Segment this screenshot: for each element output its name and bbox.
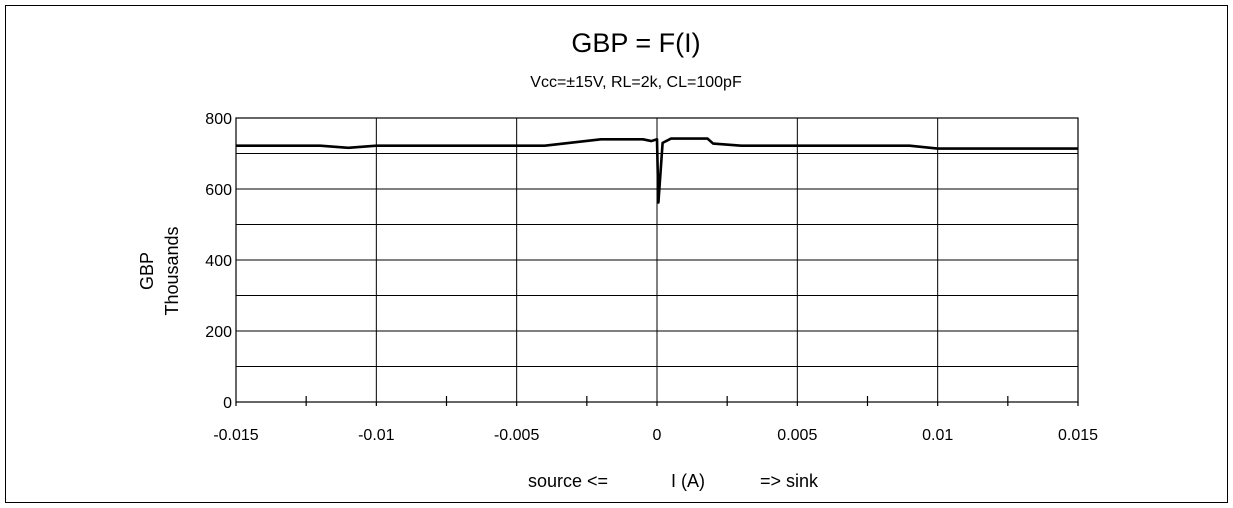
chart-canvas: GBP = F(I) Vcc=±15V, RL=2k, CL=100pF -0.…	[137, 28, 1098, 491]
series-line	[236, 137, 1078, 204]
x-tick-label: 0	[653, 427, 662, 444]
x-axis-label-sink: => sink	[760, 471, 819, 491]
y-tick-label: 400	[205, 253, 232, 270]
y-tick-label: 600	[205, 182, 232, 199]
x-tick-label: 0.015	[1058, 427, 1098, 444]
x-tick-label: -0.015	[213, 427, 258, 444]
chart-subtitle: Vcc=±15V, RL=2k, CL=100pF	[530, 74, 742, 91]
chart-title: GBP = F(I)	[571, 28, 700, 58]
x-tick-label: -0.01	[358, 427, 395, 444]
chart-frame: GBP = F(I) Vcc=±15V, RL=2k, CL=100pF -0.…	[5, 5, 1228, 503]
x-tick-label: -0.005	[494, 427, 539, 444]
y-axis-label: GBP	[137, 252, 157, 290]
y-tick-labels: 0 200 400 600 800	[205, 111, 232, 412]
y-tick-label: 800	[205, 111, 232, 128]
series-layer	[236, 137, 1078, 204]
y-axis-unit-label: Thousands	[162, 226, 182, 315]
x-tick-label: 0.005	[777, 427, 817, 444]
x-axis-label-current: I (A)	[671, 471, 705, 491]
x-axis-label-source: source <=	[528, 471, 608, 491]
y-tick-label: 0	[223, 395, 232, 412]
axes	[235, 117, 1079, 406]
x-tick-labels: -0.015 -0.01 -0.005 0 0.005 0.01 0.015	[213, 427, 1098, 444]
x-tick-label: 0.01	[922, 427, 953, 444]
y-tick-label: 200	[205, 324, 232, 341]
